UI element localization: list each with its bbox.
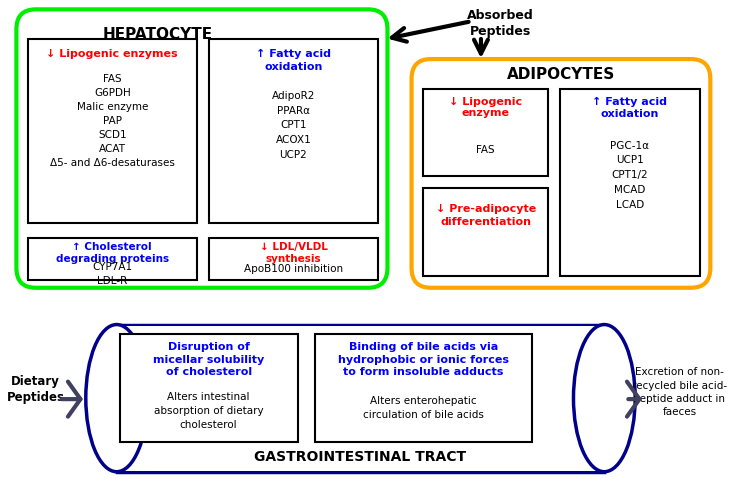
Bar	[116, 325, 604, 472]
Bar	[28, 238, 197, 280]
Text: ↑ Fatty acid
oxidation: ↑ Fatty acid oxidation	[256, 49, 331, 71]
Bar	[209, 39, 378, 223]
Ellipse shape	[573, 325, 635, 472]
Text: ↓ Lipogenic enzymes: ↓ Lipogenic enzymes	[46, 49, 178, 59]
Text: Dietary
Peptides: Dietary Peptides	[7, 375, 65, 404]
Text: FAS
G6PDH
Malic enzyme
PAP
SCD1
ACAT
Δ5- and Δ6-desaturases: FAS G6PDH Malic enzyme PAP SCD1 ACAT Δ5-…	[50, 74, 174, 168]
Text: ADIPOCYTES: ADIPOCYTES	[507, 67, 615, 82]
Text: ↓ LDL/VLDL
synthesis: ↓ LDL/VLDL synthesis	[260, 242, 328, 264]
Bar	[560, 89, 700, 276]
Text: ApoB100 inhibition: ApoB100 inhibition	[244, 264, 343, 274]
Text: Alters enterohepatic
circulation of bile acids: Alters enterohepatic circulation of bile…	[363, 396, 484, 420]
Text: AdipoR2
PPARα
CPT1
ACOX1
UCP2: AdipoR2 PPARα CPT1 ACOX1 UCP2	[272, 91, 315, 160]
FancyBboxPatch shape	[16, 9, 387, 288]
Bar	[209, 238, 378, 280]
Text: ↑ Cholesterol
degrading proteins: ↑ Cholesterol degrading proteins	[56, 242, 169, 264]
Text: ↓ Lipogenic
enzyme: ↓ Lipogenic enzyme	[449, 97, 523, 119]
Text: ↓ Pre-adipocyte
differentiation: ↓ Pre-adipocyte differentiation	[436, 204, 536, 227]
Text: FAS: FAS	[476, 145, 495, 154]
Bar	[423, 89, 548, 177]
Text: Absorbed
Peptides: Absorbed Peptides	[467, 9, 534, 38]
Text: ↑ Fatty acid
oxidation: ↑ Fatty acid oxidation	[592, 97, 668, 119]
Text: CYP7A1
LDL-R: CYP7A1 LDL-R	[92, 262, 132, 286]
Text: Binding of bile acids via
hydrophobic or ionic forces
to form insoluble adducts: Binding of bile acids via hydrophobic or…	[338, 342, 509, 377]
FancyBboxPatch shape	[411, 59, 710, 288]
Ellipse shape	[86, 325, 147, 472]
Text: HEPATOCYTE: HEPATOCYTE	[102, 27, 213, 42]
Text: PGC-1α
UCP1
CPT1/2
MCAD
LCAD: PGC-1α UCP1 CPT1/2 MCAD LCAD	[610, 141, 649, 210]
Text: GASTROINTESTINAL TRACT: GASTROINTESTINAL TRACT	[255, 450, 467, 464]
Bar	[423, 188, 548, 276]
Bar	[119, 335, 298, 442]
Bar	[116, 326, 604, 471]
Text: Disruption of
micellar solubility
of cholesterol: Disruption of micellar solubility of cho…	[153, 342, 264, 377]
Text: Excretion of non-
recycled bile acid-
peptide adduct in
faeces: Excretion of non- recycled bile acid- pe…	[632, 368, 727, 417]
Text: Alters intestinal
absorption of dietary
cholesterol: Alters intestinal absorption of dietary …	[154, 392, 263, 430]
Bar	[315, 335, 532, 442]
Bar	[28, 39, 197, 223]
